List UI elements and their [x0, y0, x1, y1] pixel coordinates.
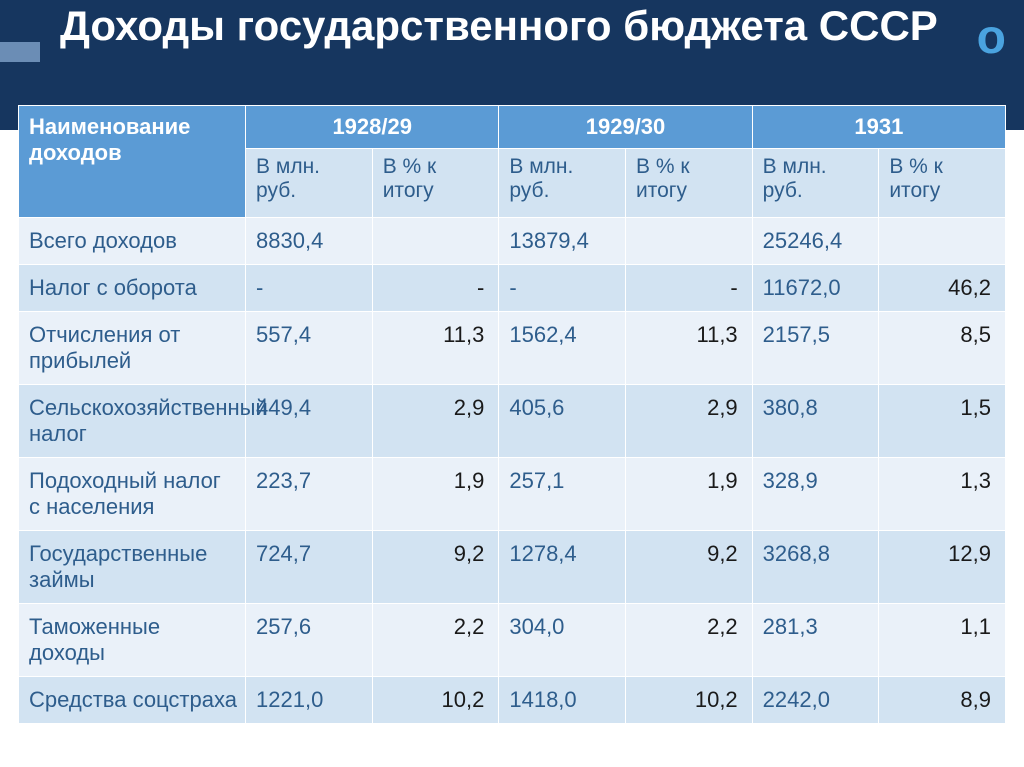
cell: 9,2: [626, 531, 753, 604]
row-label: Сельскохозяйственный налог: [19, 385, 246, 458]
cell: 223,7: [246, 458, 373, 531]
table-row: Государственные займы 724,7 9,2 1278,4 9…: [19, 531, 1006, 604]
cell: 557,4: [246, 312, 373, 385]
cell: 304,0: [499, 604, 626, 677]
cell: 2,9: [626, 385, 753, 458]
cell: 11,3: [626, 312, 753, 385]
cell: 1418,0: [499, 677, 626, 724]
cell: 405,6: [499, 385, 626, 458]
cell: -: [246, 265, 373, 312]
cell: 380,8: [752, 385, 879, 458]
budget-table-container: Наименование доходов 1928/29 1929/30 193…: [18, 105, 1006, 724]
col-sub-mln-1: В млн. руб.: [499, 149, 626, 218]
row-label: Подоходный налог с населения: [19, 458, 246, 531]
col-sub-pct-2: В % к итогу: [879, 149, 1006, 218]
table-row: Отчисления от прибылей 557,4 11,3 1562,4…: [19, 312, 1006, 385]
cell: -: [626, 265, 753, 312]
cell: 1278,4: [499, 531, 626, 604]
col-head-year-0: 1928/29: [246, 106, 499, 149]
cell: 257,1: [499, 458, 626, 531]
col-sub-mln-0: В млн. руб.: [246, 149, 373, 218]
cell: 1,1: [879, 604, 1006, 677]
col-sub-mln-2: В млн. руб.: [752, 149, 879, 218]
cell: 257,6: [246, 604, 373, 677]
cell: 10,2: [626, 677, 753, 724]
cell: 724,7: [246, 531, 373, 604]
row-label: Отчисления от прибылей: [19, 312, 246, 385]
cell: 8,5: [879, 312, 1006, 385]
cell: 8830,4: [246, 218, 373, 265]
cell: 2,9: [372, 385, 499, 458]
cell: 46,2: [879, 265, 1006, 312]
cell: 449,4: [246, 385, 373, 458]
cell: 1,3: [879, 458, 1006, 531]
row-label: Всего доходов: [19, 218, 246, 265]
col-head-name: Наименование доходов: [19, 106, 246, 218]
cell: 25246,4: [752, 218, 879, 265]
col-head-year-1: 1929/30: [499, 106, 752, 149]
table-row: Всего доходов 8830,4 13879,4 25246,4: [19, 218, 1006, 265]
header-stripe: [0, 42, 40, 62]
cell: 8,9: [879, 677, 1006, 724]
row-label: Налог с оборота: [19, 265, 246, 312]
cell: 13879,4: [499, 218, 626, 265]
table-row: Налог с оборота - - - - 11672,0 46,2: [19, 265, 1006, 312]
logo-glyph: о: [977, 10, 1006, 65]
cell: 1221,0: [246, 677, 373, 724]
budget-table: Наименование доходов 1928/29 1929/30 193…: [18, 105, 1006, 724]
table-row: Сельскохозяйственный налог 449,4 2,9 405…: [19, 385, 1006, 458]
row-label: Средства соцстраха: [19, 677, 246, 724]
cell: -: [499, 265, 626, 312]
cell: [372, 218, 499, 265]
cell: 2157,5: [752, 312, 879, 385]
table-row: Таможенные доходы 257,6 2,2 304,0 2,2 28…: [19, 604, 1006, 677]
cell: 328,9: [752, 458, 879, 531]
cell: 281,3: [752, 604, 879, 677]
col-sub-pct-0: В % к итогу: [372, 149, 499, 218]
cell: [626, 218, 753, 265]
col-head-year-2: 1931: [752, 106, 1005, 149]
cell: 12,9: [879, 531, 1006, 604]
cell: [879, 218, 1006, 265]
cell: 2,2: [626, 604, 753, 677]
cell: 10,2: [372, 677, 499, 724]
table-row: Средства соцстраха 1221,0 10,2 1418,0 10…: [19, 677, 1006, 724]
slide-title: Доходы государственного бюджета СССР: [60, 2, 938, 50]
col-sub-pct-1: В % к итогу: [626, 149, 753, 218]
cell: 11,3: [372, 312, 499, 385]
cell: 11672,0: [752, 265, 879, 312]
table-row: Подоходный налог с населения 223,7 1,9 2…: [19, 458, 1006, 531]
cell: -: [372, 265, 499, 312]
cell: 1,9: [626, 458, 753, 531]
cell: 2,2: [372, 604, 499, 677]
cell: 1,9: [372, 458, 499, 531]
row-label: Таможенные доходы: [19, 604, 246, 677]
cell: 9,2: [372, 531, 499, 604]
cell: 3268,8: [752, 531, 879, 604]
row-label: Государственные займы: [19, 531, 246, 604]
cell: 1,5: [879, 385, 1006, 458]
cell: 1562,4: [499, 312, 626, 385]
table-body: Всего доходов 8830,4 13879,4 25246,4 Нал…: [19, 218, 1006, 724]
cell: 2242,0: [752, 677, 879, 724]
